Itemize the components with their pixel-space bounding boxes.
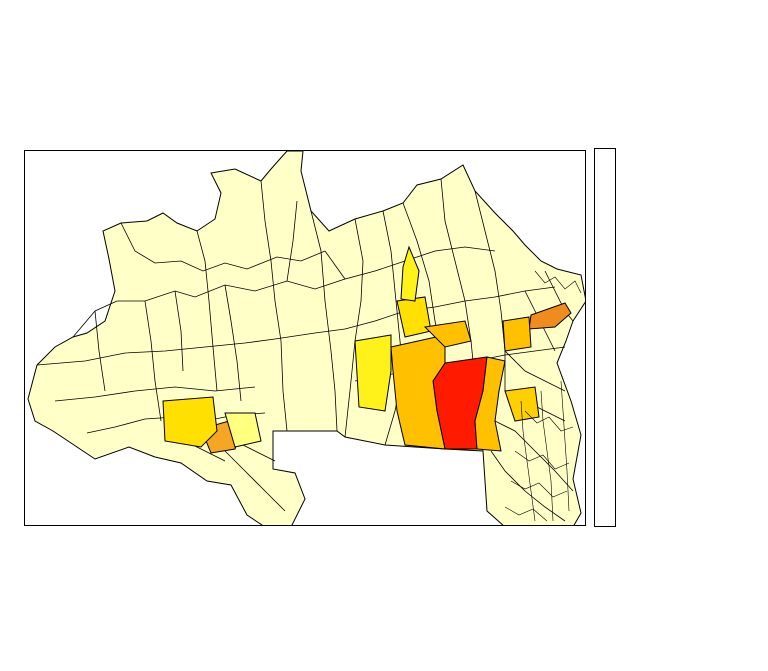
map-canvas [27, 151, 585, 525]
region-value-low-7 [400, 245, 420, 302]
region-value-low-5 [504, 386, 540, 422]
east-dense-borders [504, 270, 582, 522]
choropleth-map [24, 150, 586, 526]
region-outline [27, 151, 585, 525]
region-value-mid-1 [390, 334, 446, 450]
region-value-low-4 [423, 320, 472, 348]
region-value-low-1 [162, 396, 218, 448]
region-value-low-2 [354, 334, 392, 412]
region-value-mid-2 [474, 356, 506, 452]
region-value-low-6 [502, 316, 532, 352]
legend-color-bar [594, 148, 616, 527]
region-value-low-8 [224, 412, 262, 448]
